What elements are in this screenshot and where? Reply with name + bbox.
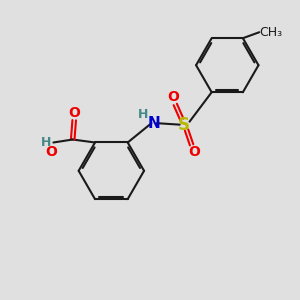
Text: H: H [138, 108, 148, 121]
Text: O: O [167, 90, 179, 104]
Text: H: H [41, 136, 51, 149]
Text: O: O [188, 145, 200, 159]
Text: CH₃: CH₃ [259, 26, 282, 39]
Text: O: O [68, 106, 80, 120]
Text: N: N [148, 116, 161, 131]
Text: O: O [45, 145, 57, 159]
Text: S: S [178, 116, 190, 134]
